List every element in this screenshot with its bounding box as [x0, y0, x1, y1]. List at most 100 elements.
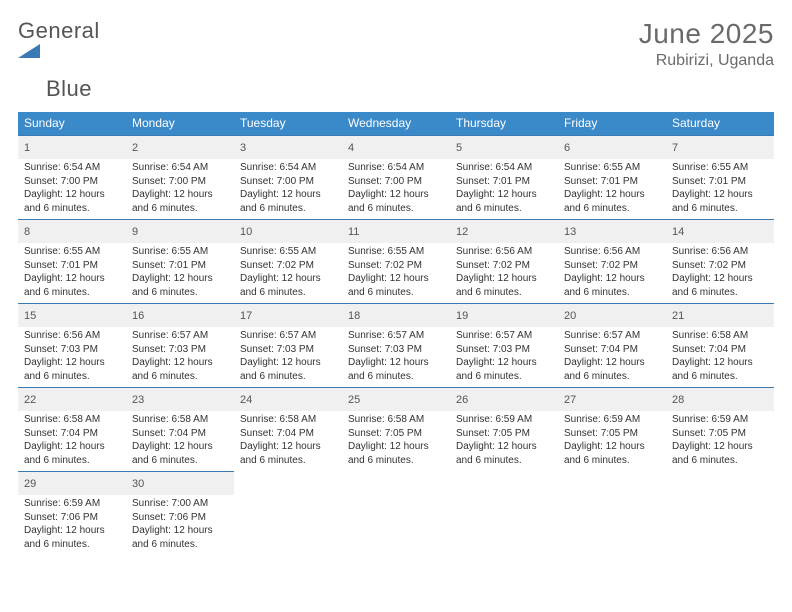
daylight-line: Daylight: 12 hours and 6 minutes.	[564, 272, 660, 299]
sunset-line: Sunset: 7:01 PM	[24, 259, 120, 273]
day-number-row: 24	[234, 388, 342, 411]
day-cell: 5Sunrise: 6:54 AMSunset: 7:01 PMDaylight…	[450, 135, 558, 219]
day-number-row: 1	[18, 136, 126, 159]
month-title: June 2025	[639, 18, 774, 50]
daylight-line: Daylight: 12 hours and 6 minutes.	[132, 440, 228, 467]
sunrise-line: Sunrise: 6:59 AM	[456, 413, 552, 427]
day-number-row: 16	[126, 304, 234, 327]
day-body: Sunrise: 6:55 AMSunset: 7:02 PMDaylight:…	[234, 243, 342, 303]
daylight-line: Daylight: 12 hours and 6 minutes.	[564, 356, 660, 383]
sunrise-line: Sunrise: 6:56 AM	[24, 329, 120, 343]
day-number-row: 6	[558, 136, 666, 159]
day-number-row: 25	[342, 388, 450, 411]
day-body: Sunrise: 6:58 AMSunset: 7:04 PMDaylight:…	[18, 411, 126, 471]
day-number: 27	[564, 394, 576, 406]
sunrise-line: Sunrise: 6:57 AM	[564, 329, 660, 343]
header: General Blue June 2025 Rubirizi, Uganda	[18, 18, 774, 102]
day-body: Sunrise: 6:56 AMSunset: 7:03 PMDaylight:…	[18, 327, 126, 387]
day-number: 28	[672, 394, 684, 406]
daylight-line: Daylight: 12 hours and 6 minutes.	[24, 356, 120, 383]
day-body: Sunrise: 6:58 AMSunset: 7:04 PMDaylight:…	[126, 411, 234, 471]
day-number: 17	[240, 310, 252, 322]
day-cell: 11Sunrise: 6:55 AMSunset: 7:02 PMDayligh…	[342, 219, 450, 303]
day-number: 9	[132, 226, 138, 238]
sunset-line: Sunset: 7:05 PM	[348, 427, 444, 441]
sunrise-line: Sunrise: 6:55 AM	[132, 245, 228, 259]
daylight-line: Daylight: 12 hours and 6 minutes.	[456, 440, 552, 467]
day-body: Sunrise: 6:58 AMSunset: 7:04 PMDaylight:…	[234, 411, 342, 471]
day-body: Sunrise: 6:58 AMSunset: 7:05 PMDaylight:…	[342, 411, 450, 471]
day-cell: 26Sunrise: 6:59 AMSunset: 7:05 PMDayligh…	[450, 387, 558, 471]
day-cell: 27 Sunrise: 6:59 AMSunset: 7:05 PMDayligh…	[558, 387, 666, 471]
sunrise-line: Sunrise: 6:57 AM	[348, 329, 444, 343]
day-cell: 7Sunrise: 6:55 AMSunset: 7:01 PMDaylight…	[666, 135, 774, 219]
logo-text-wrap: General Blue	[18, 18, 100, 102]
empty-cell	[450, 471, 558, 555]
day-body: Sunrise: 7:00 AMSunset: 7:06 PMDaylight:…	[126, 495, 234, 555]
daylight-line: Daylight: 12 hours and 6 minutes.	[348, 356, 444, 383]
daylight-line: Daylight: 12 hours and 6 minutes.	[240, 440, 336, 467]
day-body: Sunrise: 6:54 AMSunset: 7:00 PMDaylight:…	[234, 159, 342, 219]
daylight-line: Daylight: 12 hours and 6 minutes.	[348, 188, 444, 215]
day-cell: 17Sunrise: 6:57 AMSunset: 7:03 PMDayligh…	[234, 303, 342, 387]
day-number: 3	[240, 142, 246, 154]
sunrise-line: Sunrise: 6:57 AM	[240, 329, 336, 343]
day-body: Sunrise: 6:54 AMSunset: 7:00 PMDaylight:…	[126, 159, 234, 219]
sunrise-line: Sunrise: 6:56 AM	[672, 245, 768, 259]
day-number: 29	[24, 478, 36, 490]
day-number: 16	[132, 310, 144, 322]
sunset-line: Sunset: 7:01 PM	[672, 175, 768, 189]
day-number-row: 23	[126, 388, 234, 411]
empty-cell	[234, 471, 342, 555]
sunset-line: Sunset: 7:05 PM	[564, 427, 660, 441]
day-number: 10	[240, 226, 252, 238]
day-number-row: 5	[450, 136, 558, 159]
day-cell: 13Sunrise: 6:56 AMSunset: 7:02 PMDayligh…	[558, 219, 666, 303]
sunset-line: Sunset: 7:03 PM	[348, 343, 444, 357]
day-number-row: 15	[18, 304, 126, 327]
sunrise-line: Sunrise: 6:54 AM	[24, 161, 120, 175]
day-cell: 4Sunrise: 6:54 AMSunset: 7:00 PMDaylight…	[342, 135, 450, 219]
weekday-header: Sunday	[18, 112, 126, 135]
sunset-line: Sunset: 7:01 PM	[132, 259, 228, 273]
day-cell: 19Sunrise: 6:57 AMSunset: 7:03 PMDayligh…	[450, 303, 558, 387]
day-cell: 30Sunrise: 7:00 AMSunset: 7:06 PMDayligh…	[126, 471, 234, 555]
sunset-line: Sunset: 7:02 PM	[240, 259, 336, 273]
day-cell: 23Sunrise: 6:58 AMSunset: 7:04 PMDayligh…	[126, 387, 234, 471]
sunset-line: Sunset: 7:04 PM	[24, 427, 120, 441]
title-block: June 2025 Rubirizi, Uganda	[639, 18, 774, 70]
day-number: 5	[456, 142, 462, 154]
empty-cell	[558, 471, 666, 555]
day-number: 22	[24, 394, 36, 406]
sunset-line: Sunset: 7:03 PM	[132, 343, 228, 357]
day-cell: 28Sunrise: 6:59 AMSunset: 7:05 PMDayligh…	[666, 387, 774, 471]
sunrise-line: Sunrise: 6:55 AM	[348, 245, 444, 259]
sunset-line: Sunset: 7:03 PM	[24, 343, 120, 357]
day-cell: 22 Sunrise: 6:58 AMSunset: 7:04 PMDayligh…	[18, 387, 126, 471]
day-body: Sunrise: 6:59 AMSunset: 7:06 PMDaylight:…	[18, 495, 126, 555]
sunset-line: Sunset: 7:04 PM	[672, 343, 768, 357]
day-number: 19	[456, 310, 468, 322]
day-body: Sunrise: 6:59 AMSunset: 7:05 PMDaylight:…	[558, 411, 666, 471]
day-number-row: 8	[18, 220, 126, 243]
day-cell: 8Sunrise: 6:55 AMSunset: 7:01 PMDaylight…	[18, 219, 126, 303]
day-cell: 16Sunrise: 6:57 AMSunset: 7:03 PMDayligh…	[126, 303, 234, 387]
day-number-row: 22	[18, 388, 126, 411]
calendar-grid: 1Sunrise: 6:54 AMSunset: 7:00 PMDaylight…	[18, 135, 774, 555]
empty-cell	[666, 471, 774, 555]
day-number-row: 19	[450, 304, 558, 327]
day-cell: 21Sunrise: 6:58 AMSunset: 7:04 PMDayligh…	[666, 303, 774, 387]
day-number: 24	[240, 394, 252, 406]
day-number-row: 18	[342, 304, 450, 327]
day-body: Sunrise: 6:56 AMSunset: 7:02 PMDaylight:…	[558, 243, 666, 303]
sunrise-line: Sunrise: 6:57 AM	[132, 329, 228, 343]
daylight-line: Daylight: 12 hours and 6 minutes.	[348, 272, 444, 299]
daylight-line: Daylight: 12 hours and 6 minutes.	[132, 272, 228, 299]
day-number-row: 11	[342, 220, 450, 243]
day-cell: 15Sunrise: 6:56 AMSunset: 7:03 PMDayligh…	[18, 303, 126, 387]
sunset-line: Sunset: 7:01 PM	[456, 175, 552, 189]
sunset-line: Sunset: 7:00 PM	[348, 175, 444, 189]
weekday-header: Wednesday	[342, 112, 450, 135]
weekday-header: Thursday	[450, 112, 558, 135]
weekday-header: Tuesday	[234, 112, 342, 135]
